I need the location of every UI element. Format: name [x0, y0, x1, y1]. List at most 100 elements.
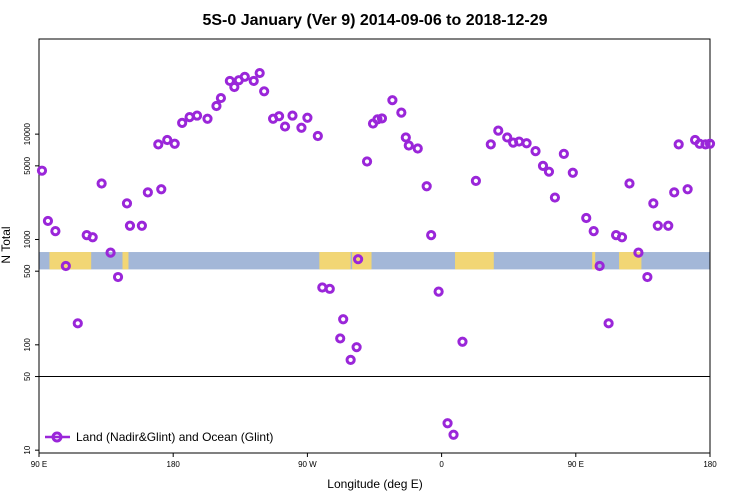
data-point — [121, 198, 133, 209]
legend-marker — [51, 431, 63, 443]
x-axis: 90 E 180 90 W 0 90 E 180 — [31, 453, 717, 469]
data-point — [588, 226, 599, 237]
data-point — [229, 81, 240, 93]
data-point — [433, 286, 444, 297]
data-point — [211, 100, 222, 112]
data-point — [673, 139, 684, 150]
data-point — [153, 139, 164, 150]
data-point — [36, 165, 48, 176]
y-tick-label: 50 — [23, 372, 32, 381]
x-tick-label: 180 — [167, 460, 181, 469]
data-point — [352, 254, 364, 265]
x-tick-label: 90 E — [31, 460, 47, 469]
y-tick-label: 10 — [23, 445, 32, 454]
land-segment — [592, 252, 596, 270]
data-point — [521, 138, 532, 149]
data-point — [177, 117, 188, 128]
data-point — [248, 75, 259, 87]
data-point — [287, 110, 298, 121]
ocean-band — [39, 252, 710, 270]
data-point — [324, 283, 335, 294]
data-point — [581, 212, 592, 224]
data-point — [616, 232, 628, 243]
y-tick-label: 1000 — [23, 230, 32, 248]
data-point — [412, 143, 423, 154]
data-point — [296, 122, 307, 133]
y-tick-label: 5000 — [23, 156, 32, 174]
data-point — [642, 271, 653, 283]
data-point — [442, 418, 453, 429]
data-point — [387, 95, 398, 106]
data-point — [485, 139, 496, 150]
data-point — [202, 113, 213, 124]
data-point — [105, 247, 116, 258]
data-point — [530, 146, 541, 157]
data-point — [682, 184, 693, 195]
land-segment — [619, 252, 642, 270]
y-tick-label: 10000 — [23, 122, 32, 145]
x-tick-label: 90 W — [298, 460, 317, 469]
chart-title: 5S-0 January (Ver 9) 2014-09-06 to 2018-… — [202, 12, 547, 29]
x-tick-label: 180 — [703, 460, 717, 469]
data-point — [156, 184, 167, 195]
y-tick-label: 100 — [23, 338, 32, 352]
series-points — [36, 67, 716, 440]
x-axis-label: Longitude (deg E) — [327, 477, 422, 491]
data-point — [312, 130, 323, 142]
data-point — [426, 230, 437, 241]
data-point — [700, 139, 711, 150]
data-point — [60, 260, 71, 272]
data-point — [537, 160, 549, 171]
data-point — [493, 125, 504, 136]
data-point — [162, 134, 173, 146]
y-axis-label: N Total — [0, 226, 13, 263]
x-tick-label: 0 — [439, 460, 444, 469]
data-point — [558, 148, 569, 159]
data-point — [136, 220, 147, 231]
data-point — [594, 260, 605, 272]
legend-label: Land (Nadir&Glint) and Ocean (Glint) — [76, 430, 273, 444]
land-segment — [319, 252, 351, 270]
data-point — [254, 67, 265, 79]
plot-frame — [38, 38, 711, 454]
data-point — [273, 111, 285, 122]
land-segment — [352, 252, 362, 270]
data-point — [603, 318, 614, 329]
data-point — [335, 333, 346, 344]
data-point — [549, 192, 561, 203]
data-point — [421, 181, 432, 192]
data-point — [112, 271, 124, 283]
data-point — [87, 232, 98, 243]
data-point — [72, 318, 83, 329]
data-point — [648, 198, 659, 209]
data-point — [302, 112, 313, 123]
data-point — [239, 71, 250, 82]
data-point — [372, 114, 383, 125]
data-point — [224, 75, 235, 87]
surface-band — [39, 252, 710, 270]
data-point — [624, 178, 635, 189]
y-tick-label: 500 — [23, 264, 32, 278]
data-point — [400, 132, 411, 143]
data-point — [502, 132, 513, 143]
data-point — [259, 86, 270, 97]
data-point — [279, 121, 291, 132]
land-segment — [455, 252, 494, 270]
data-point — [396, 107, 407, 118]
data-point — [376, 113, 388, 124]
data-point — [96, 178, 107, 189]
data-point — [215, 92, 227, 104]
data-point — [470, 175, 481, 186]
data-point — [448, 429, 459, 440]
data-point — [191, 110, 203, 121]
data-point — [633, 247, 644, 258]
data-point — [351, 342, 362, 353]
data-point — [403, 140, 414, 151]
legend: Land (Nadir&Glint) and Ocean (Glint) — [45, 430, 273, 444]
data-point — [704, 138, 716, 149]
data-point — [663, 220, 674, 231]
data-point — [567, 167, 578, 178]
data-point — [169, 138, 180, 149]
data-point — [42, 215, 54, 227]
